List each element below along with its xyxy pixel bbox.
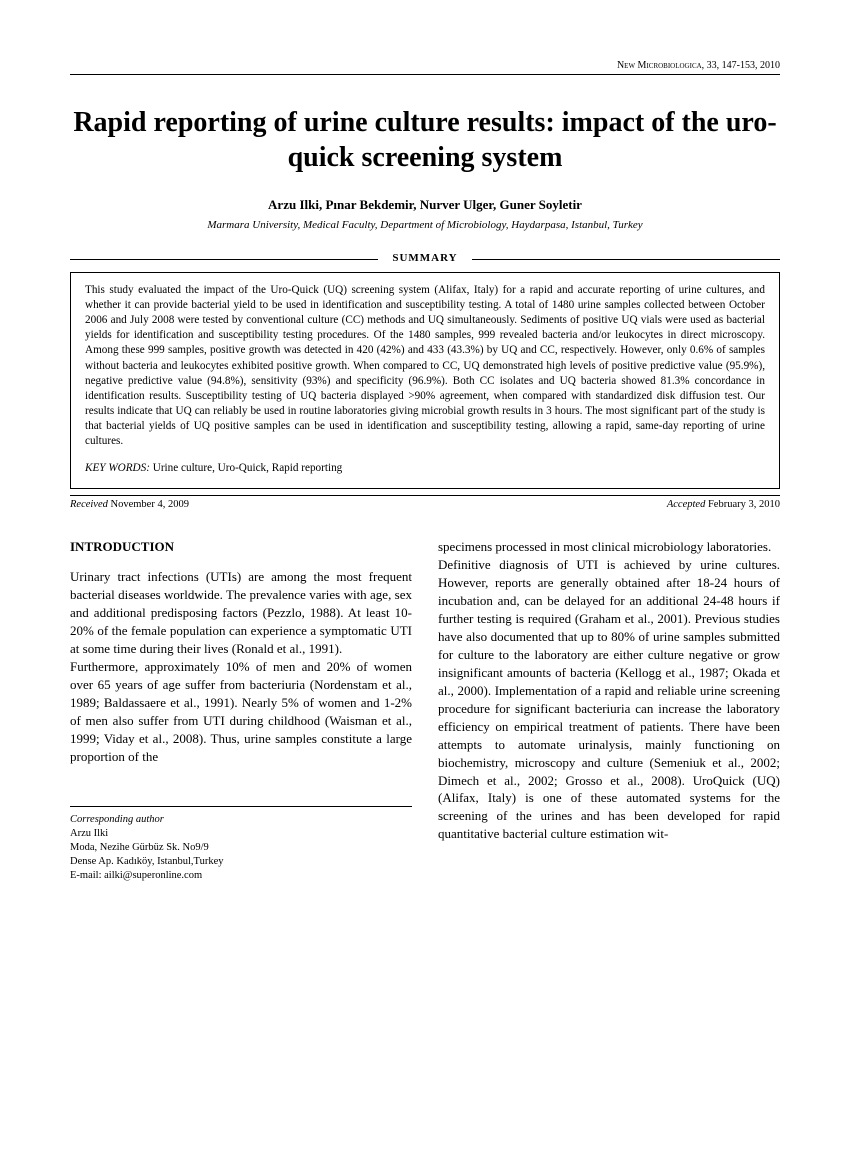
received-value: November 4, 2009	[108, 499, 189, 510]
summary-section: SUMMARY This study evaluated the impact …	[70, 259, 780, 489]
corresponding-email: E-mail: ailki@superonline.com	[70, 869, 412, 883]
accepted-value: February 3, 2010	[705, 499, 780, 510]
article-title: Rapid reporting of urine culture results…	[70, 105, 780, 175]
corresponding-author-block: Corresponding author Arzu Ilki Moda, Nez…	[70, 806, 412, 884]
corresponding-address: Moda, Nezihe Gürbüz Sk. No9/9	[70, 841, 412, 855]
summary-heading: SUMMARY	[70, 252, 780, 264]
keywords-label: KEY WORDS:	[85, 462, 150, 474]
corresponding-address: Dense Ap. Kadıköy, Istanbul,Turkey	[70, 855, 412, 869]
authors-line: Arzu Ilki, Pınar Bekdemir, Nurver Ulger,…	[70, 197, 780, 213]
body-paragraph: Urinary tract infections (UTIs) are amon…	[70, 568, 412, 658]
summary-heading-text: SUMMARY	[378, 252, 471, 264]
corresponding-name: Arzu Ilki	[70, 827, 412, 841]
keywords-line: KEY WORDS: Urine culture, Uro-Quick, Rap…	[85, 461, 765, 476]
accepted-block: Accepted February 3, 2010	[667, 499, 780, 510]
summary-box: This study evaluated the impact of the U…	[70, 272, 780, 489]
body-paragraph: Furthermore, approximately 10% of men an…	[70, 658, 412, 766]
affiliation-line: Marmara University, Medical Faculty, Dep…	[70, 219, 780, 231]
received-block: Received November 4, 2009	[70, 499, 189, 510]
body-columns: INTRODUCTION Urinary tract infections (U…	[70, 538, 780, 883]
body-paragraph: specimens processed in most clinical mic…	[438, 538, 780, 556]
dates-row: Received November 4, 2009 Accepted Febru…	[70, 495, 780, 510]
received-label: Received	[70, 499, 108, 510]
accepted-label: Accepted	[667, 499, 705, 510]
left-column: INTRODUCTION Urinary tract infections (U…	[70, 538, 412, 883]
keywords-value: Urine culture, Uro-Quick, Rapid reportin…	[150, 462, 342, 474]
introduction-heading: INTRODUCTION	[70, 538, 412, 556]
body-paragraph: Definitive diagnosis of UTI is achieved …	[438, 556, 780, 843]
journal-header: New Microbiologica, 33, 147-153, 2010	[70, 60, 780, 75]
right-column: specimens processed in most clinical mic…	[438, 538, 780, 883]
corresponding-label: Corresponding author	[70, 813, 412, 827]
summary-text: This study evaluated the impact of the U…	[85, 283, 765, 449]
